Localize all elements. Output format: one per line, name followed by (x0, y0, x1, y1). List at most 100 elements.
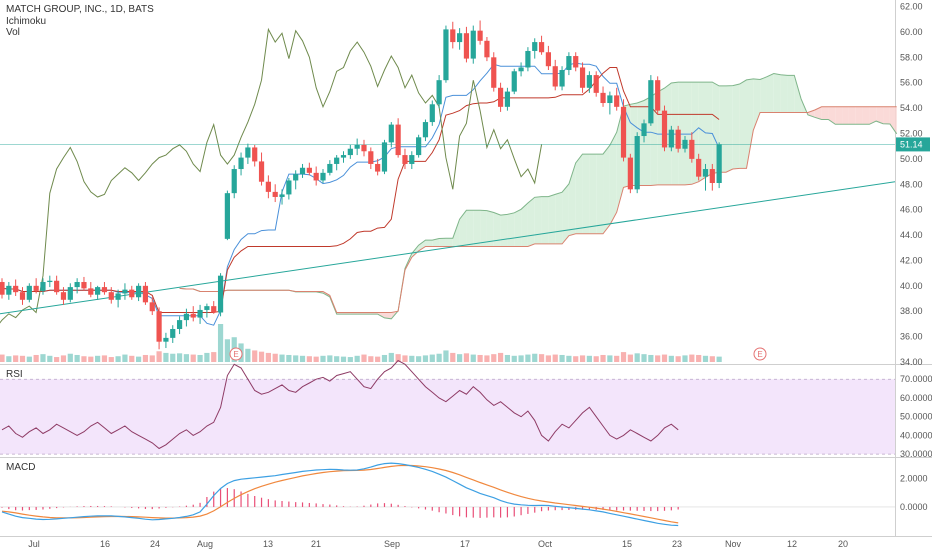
candle-body (61, 292, 66, 300)
cloud-segment (419, 240, 426, 251)
volume-bar (27, 357, 32, 362)
cloud-segment (542, 197, 549, 244)
price-tick-label: 42.00 (900, 255, 923, 265)
candle-body (450, 29, 455, 42)
candle-body (13, 286, 18, 292)
volume-bar (402, 355, 407, 362)
candle-body (293, 174, 298, 180)
rsi-tick-label: 70.0000 (900, 374, 932, 384)
cloud-segment (835, 107, 842, 124)
candle-body (710, 169, 715, 183)
volume-bar (361, 355, 366, 362)
volume-bar (6, 356, 11, 362)
price-tick-label: 58.00 (900, 52, 923, 62)
candle-body (648, 80, 653, 123)
candle-body (136, 286, 141, 297)
volume-bar (40, 354, 45, 362)
volume-bar (655, 355, 660, 362)
candle-body (464, 33, 469, 58)
candle-body (27, 286, 32, 300)
cloud-segment (528, 197, 535, 246)
candle-body (512, 71, 517, 91)
candle-body (129, 290, 134, 298)
candle-body (279, 194, 284, 197)
price-tick-label: 56.00 (900, 78, 923, 88)
volume-bar (20, 356, 25, 362)
candle-body (122, 290, 127, 294)
rsi-band (0, 379, 895, 454)
candle-body (703, 169, 708, 177)
macd-label: MACD (6, 462, 35, 473)
candle-body (286, 180, 291, 194)
rsi-tick-label: 30.0000 (900, 449, 932, 459)
volume-bar (573, 356, 578, 362)
candle-body (238, 158, 243, 169)
volume-bar (566, 356, 571, 362)
volume-bar (156, 351, 161, 362)
volume-bar (443, 350, 448, 362)
rsi-tick-label: 50.0000 (900, 412, 932, 422)
x-tick-label: 20 (838, 539, 848, 549)
candle-body (20, 292, 25, 300)
candle-body (409, 155, 414, 164)
candle-body (437, 80, 442, 104)
cloud-segment (726, 86, 733, 173)
cloud-segment (562, 184, 569, 244)
volume-bar (478, 355, 483, 362)
price-tick-label: 48.00 (900, 179, 923, 189)
x-tick-label: 12 (787, 539, 797, 549)
candle-body (559, 70, 564, 87)
candle-body (594, 75, 599, 93)
x-tick-label: 13 (263, 539, 273, 549)
cloud-segment (733, 84, 740, 169)
candle-body (518, 67, 523, 71)
cloud-segment (705, 82, 712, 177)
candle-body (443, 29, 448, 80)
volume-bar (600, 355, 605, 362)
volume-bar (88, 357, 93, 362)
cloud-segment (521, 203, 528, 246)
volume-bar (368, 356, 373, 362)
volume-bar (225, 339, 230, 362)
candle-body (662, 111, 667, 148)
volume-bar (389, 353, 394, 362)
x-tick-label: 24 (150, 539, 160, 549)
earnings-marker-label: E (233, 350, 238, 359)
volume-bar (423, 355, 428, 362)
x-tick-label: Nov (725, 539, 742, 549)
volume-bar (314, 357, 319, 362)
volume-bar (293, 355, 298, 362)
candle-body (607, 95, 612, 103)
volume-bar (512, 356, 517, 362)
volume-bar (266, 353, 271, 362)
candle-body (348, 149, 353, 155)
cloud-segment (583, 154, 590, 234)
cloud-segment (610, 132, 617, 225)
volume-bar (348, 357, 353, 362)
volume-bar (553, 355, 558, 362)
volume-bar (61, 355, 66, 362)
cloud-segment (781, 75, 788, 113)
candle-body (225, 193, 230, 239)
candle-body (143, 286, 148, 303)
candle-body (423, 122, 428, 137)
candle-body (40, 282, 45, 291)
volume-bar (580, 355, 585, 362)
price-tick-label: 44.00 (900, 230, 923, 240)
cloud-segment (535, 197, 542, 244)
cloud-segment (856, 107, 863, 124)
volume-bar (34, 355, 39, 362)
candle-body (628, 158, 633, 190)
x-tick-label: 15 (622, 539, 632, 549)
candle-body (566, 56, 571, 70)
candle-body (54, 281, 59, 292)
candle-body (580, 67, 585, 87)
earnings-marker-label: E (757, 350, 762, 359)
volume-bar (286, 355, 291, 362)
candle-body (402, 155, 407, 164)
volume-bar (382, 355, 387, 362)
cloud-segment (767, 74, 774, 113)
cloud-segment (473, 210, 480, 246)
